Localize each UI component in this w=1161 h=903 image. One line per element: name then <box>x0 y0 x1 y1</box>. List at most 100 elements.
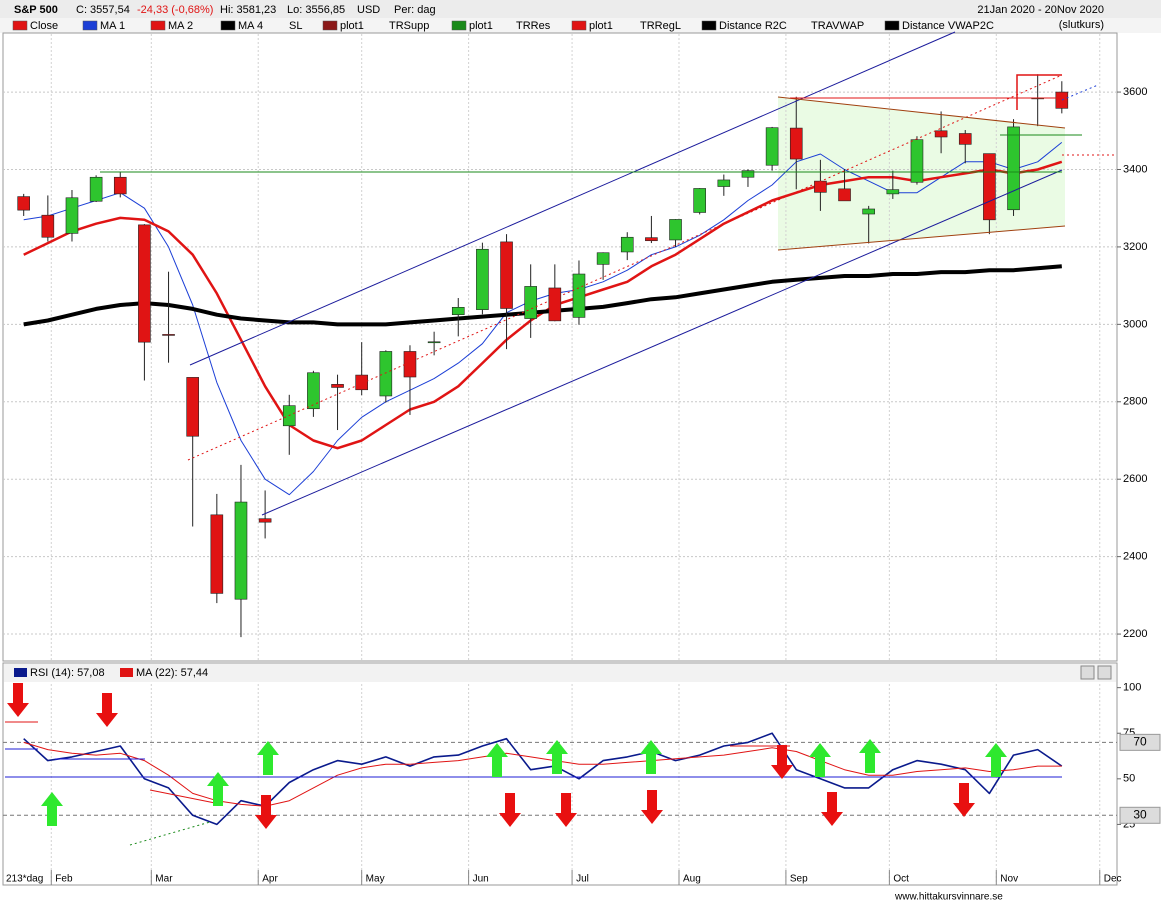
candle-body <box>645 237 658 242</box>
x-tick-label: May <box>366 874 385 885</box>
x-tick-label: Nov <box>1000 874 1018 885</box>
legend-swatch <box>571 20 587 31</box>
signal-arrow <box>546 740 568 774</box>
candle-body <box>17 196 30 211</box>
legend-label: Distance R2C <box>719 20 787 32</box>
level-box <box>1119 806 1161 824</box>
y-tick-label: 3600 <box>1123 86 1147 98</box>
low: Lo: 3556,85 <box>287 4 345 16</box>
candle-body <box>1055 91 1069 109</box>
date-range: 21Jan 2020 - 20Nov 2020 <box>977 4 1104 16</box>
signal-arrow <box>821 792 843 826</box>
x-tick-label: Dec <box>1104 874 1122 885</box>
candle-body <box>934 130 948 138</box>
level-box <box>1119 733 1161 751</box>
rsi-header <box>4 664 1116 682</box>
legend-label: plot1 <box>589 20 613 32</box>
wedge-bottom <box>777 225 1066 251</box>
signal-arrow <box>640 740 662 774</box>
regression-line <box>187 74 1063 461</box>
legend-swatch <box>322 20 338 31</box>
y-tick-label: 100 <box>1123 682 1141 694</box>
candle-body <box>355 374 368 391</box>
legend-label: TRSupp <box>389 20 429 32</box>
x-tick-label: Jul <box>576 874 589 885</box>
candle-body <box>693 188 706 213</box>
header-bar <box>0 0 1161 18</box>
candle-body <box>234 501 248 600</box>
candle-body <box>572 273 586 318</box>
signal-arrow <box>641 790 663 824</box>
legend-label: MA 2 <box>168 20 193 32</box>
legend-label: plot1 <box>340 20 364 32</box>
candle-body <box>331 384 344 388</box>
watermark: www.hittakursvinnare.se <box>894 892 1003 903</box>
legend-label: TRRegL <box>640 20 681 32</box>
trend-lines <box>100 31 1117 516</box>
change: -24,33 (-0,68%) <box>137 4 213 16</box>
candle-body <box>620 236 634 253</box>
candle-body <box>500 241 513 309</box>
candle-body <box>1007 126 1020 211</box>
series-line <box>23 732 1063 826</box>
candle-body <box>596 252 610 265</box>
candle-body <box>307 372 320 410</box>
signal-arrow <box>486 743 508 777</box>
signal-arrow <box>41 792 63 826</box>
signal-arrow <box>7 683 29 717</box>
signal-arrow <box>255 795 277 829</box>
candle-body <box>765 127 779 166</box>
candle-body <box>379 351 393 397</box>
candle-body <box>983 153 996 221</box>
legend-label: MA 4 <box>238 20 263 32</box>
price-plot <box>17 74 1069 638</box>
candle-body <box>427 341 441 344</box>
signal-arrow <box>953 783 975 817</box>
candle-body <box>862 208 875 215</box>
signal-arrow <box>771 745 793 779</box>
legend-swatch <box>14 668 27 677</box>
candle-body <box>451 307 465 315</box>
x-tick-label: Mar <box>155 874 173 885</box>
high: Hi: 3581,23 <box>220 4 276 16</box>
candle-body <box>741 170 755 178</box>
y-tick-label: 3200 <box>1123 241 1147 253</box>
settings-button[interactable] <box>1080 665 1095 680</box>
legend-swatch <box>451 20 467 31</box>
x-label: 213*dag <box>6 874 43 885</box>
candle-body <box>476 248 489 310</box>
signal-arrow <box>96 693 118 727</box>
y-tick-label: 2200 <box>1123 628 1147 640</box>
x-tick-label: Jun <box>473 874 489 885</box>
signal-arrow <box>809 743 831 777</box>
symbol: S&P 500 <box>14 4 58 16</box>
legend-label: TRRes <box>516 20 551 32</box>
x-tick-label: Aug <box>683 874 701 885</box>
close-button[interactable] <box>1097 665 1112 680</box>
candle-body <box>717 179 731 187</box>
y-tick-label: 2600 <box>1123 473 1147 485</box>
candle-body <box>910 139 924 183</box>
top-bracket <box>1016 74 1062 110</box>
signal-arrow <box>257 741 279 775</box>
x-tick-label: Apr <box>262 874 278 885</box>
candle-body <box>958 133 972 145</box>
currency: USD <box>357 4 380 16</box>
legend-label: MA 1 <box>100 20 125 32</box>
signal-arrow <box>985 743 1007 777</box>
channel-lower <box>261 169 1063 516</box>
rsi-divergence <box>129 821 211 846</box>
level-label: 70 <box>1133 735 1147 749</box>
channel-upper <box>189 31 956 366</box>
candle-body <box>186 377 199 437</box>
signal-arrow <box>555 793 577 827</box>
legend-swatch <box>701 20 717 31</box>
candle-body <box>113 176 127 195</box>
x-tick-label: Oct <box>893 874 909 885</box>
x-label-bg <box>4 872 48 884</box>
candle-body <box>162 334 175 336</box>
period: Per: dag <box>394 4 436 16</box>
price-type: (slutkurs) <box>1059 19 1104 31</box>
legend-swatch <box>120 668 133 677</box>
close-price: C: 3557,54 <box>76 4 130 16</box>
